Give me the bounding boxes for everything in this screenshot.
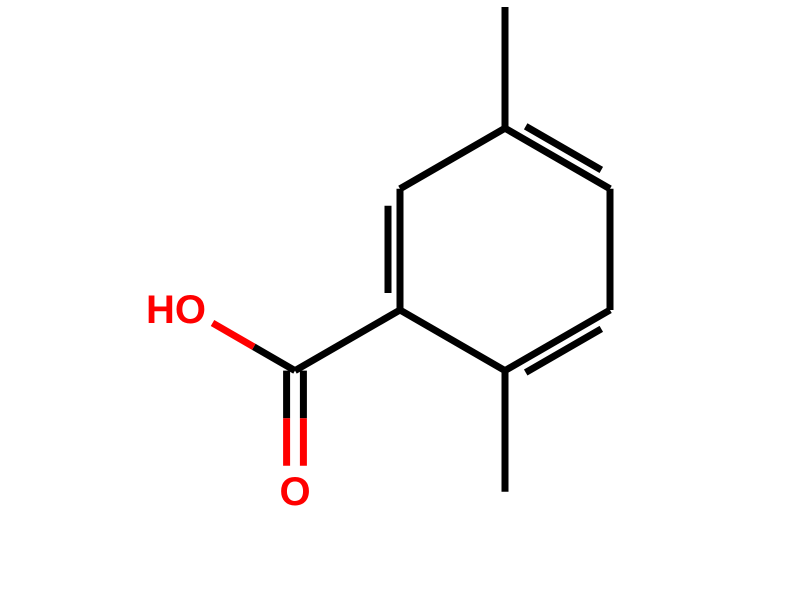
- molecule-diagram: O HO: [0, 0, 800, 600]
- atom-label-ho: HO: [146, 288, 206, 332]
- atom-label-o: O: [279, 470, 310, 514]
